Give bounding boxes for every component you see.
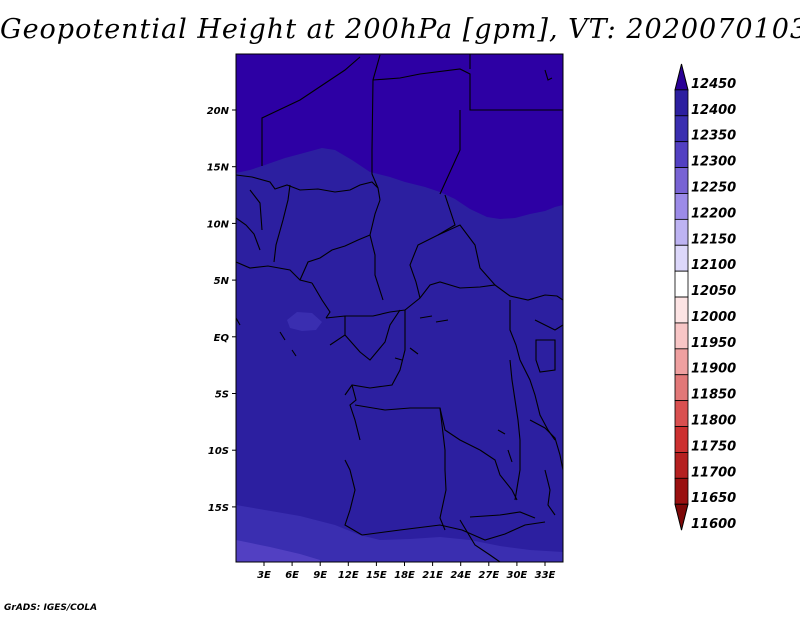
country-borders: [236, 54, 563, 562]
colorbar-label: 12150: [691, 232, 736, 247]
colorbar-swatch: [674, 270, 689, 298]
colorbar-swatch: [674, 426, 689, 453]
lon-tick-label: 12E: [338, 570, 359, 581]
colorbar-swatch: [674, 452, 689, 479]
colorbar-label: 11850: [691, 388, 736, 403]
lon-tick-label: 18E: [394, 570, 415, 581]
lat-tick-label: 10N: [207, 219, 230, 230]
colorbar-label: 11600: [691, 517, 736, 532]
colorbar-swatch: [674, 89, 689, 117]
colorbar-label: 11650: [691, 491, 736, 506]
map-title: Geopotential Height at 200hPa [gpm], VT:…: [0, 14, 800, 45]
lon-tick-label: 27E: [478, 570, 499, 581]
lon-tick-label: 21E: [422, 570, 443, 581]
grads-credit: GrADS: IGES/COLA: [4, 603, 98, 613]
lat-tick-label: 15S: [208, 503, 229, 514]
colorbar-label: 12100: [691, 258, 736, 273]
colorbar-swatch: [674, 218, 689, 246]
colorbar-swatch: [674, 193, 689, 220]
colorbar: 12450 12400 12350 12300 12250 12200 12150 12100…: [674, 63, 736, 532]
colorbar-label: 12000: [691, 310, 736, 325]
colorbar-swatch: [674, 374, 689, 402]
colorbar-swatch: [674, 141, 689, 168]
colorbar-swatch: [674, 400, 689, 427]
lon-tick-label: 24E: [450, 570, 471, 581]
colorbar-label: 11900: [691, 362, 736, 377]
lon-tick-label: 6E: [285, 570, 299, 581]
lat-tick-label: 10S: [208, 446, 229, 457]
colorbar-label: 11700: [691, 465, 736, 480]
longitude-axis: 3E 6E 9E 12E 15E 18E 21E 24E 27E 30E 33E: [257, 562, 556, 581]
field-12300-band: [236, 540, 320, 562]
colorbar-label: 12200: [691, 206, 736, 221]
colorbar-swatch: [674, 167, 689, 194]
field-12400: [236, 54, 563, 219]
colorbar-label: 12400: [691, 103, 736, 118]
lat-tick-label: 20N: [207, 106, 230, 117]
colorbar-label: 11950: [691, 336, 736, 351]
lon-tick-label: 3E: [257, 570, 271, 581]
height-field: [236, 54, 563, 562]
lat-tick-label: 5S: [215, 390, 229, 401]
colorbar-label: 12300: [691, 155, 736, 170]
map-frame: [235, 53, 564, 563]
colorbar-swatch: [674, 296, 689, 324]
colorbar-swatch: [674, 244, 689, 272]
lat-tick-label: 5N: [214, 276, 230, 287]
colorbar-swatch: [674, 322, 689, 350]
lon-tick-label: 15E: [366, 570, 387, 581]
field-12300-patch: [287, 312, 322, 331]
lon-tick-label: 33E: [535, 570, 556, 581]
lon-tick-label: 30E: [507, 570, 528, 581]
colorbar-label: 12450: [691, 77, 736, 92]
colorbar-swatch: [674, 348, 689, 376]
colorbar-label: 11750: [691, 439, 736, 454]
colorbar-swatch: [674, 115, 689, 143]
colorbar-swatch: [674, 477, 689, 505]
colorbar-label: 12350: [691, 129, 736, 144]
lat-tick-label: 15N: [207, 163, 230, 174]
lon-tick-label: 9E: [313, 570, 327, 581]
colorbar-bottom-arrow: [674, 503, 689, 531]
latitude-axis: 20N 15N 10N 5N EQ 5S 10S 15S: [207, 106, 236, 514]
lat-tick-label: EQ: [214, 333, 230, 344]
colorbar-label: 12050: [691, 284, 736, 299]
field-12300: [236, 505, 563, 562]
colorbar-label: 12250: [691, 180, 736, 195]
colorbar-top-arrow: [674, 63, 689, 91]
colorbar-label: 11800: [691, 414, 736, 429]
